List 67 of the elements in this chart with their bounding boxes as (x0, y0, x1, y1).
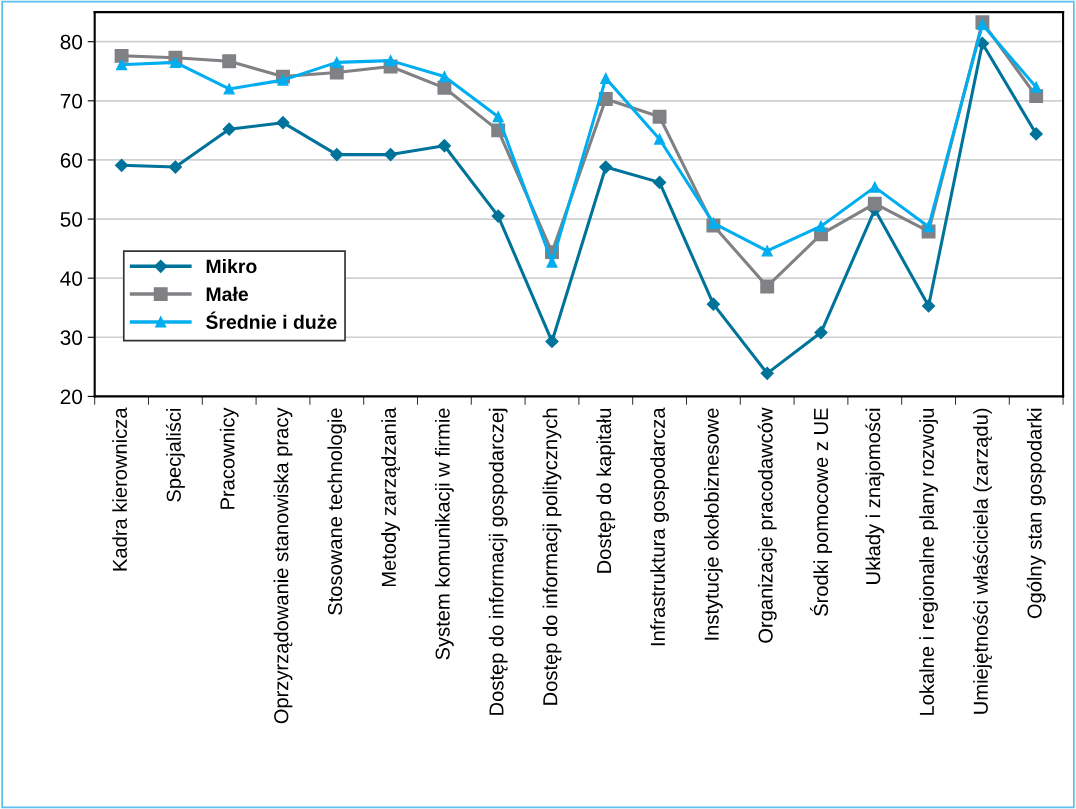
point (437, 80, 452, 95)
point (652, 109, 667, 124)
point (706, 297, 720, 311)
x-tick-label: Pracownicy (219, 407, 239, 509)
x-tick-label: Środki pomocowe z UE (809, 408, 833, 616)
legend-label: Średnie i duże (206, 311, 337, 329)
x-tick-label: Instytucje okołobiznesowe (704, 408, 723, 640)
point (760, 279, 775, 294)
point (277, 74, 289, 86)
point (867, 196, 882, 211)
x-tick-label: Oprzyrządowanie stanowiska pracy (273, 407, 293, 724)
point (491, 209, 505, 223)
point (276, 116, 290, 130)
x-tick-label: Umiejętności właściciela (zarządu) (972, 408, 992, 714)
x-tick-label: System komunikacji w firmie (435, 408, 454, 660)
point (545, 334, 559, 349)
point (492, 111, 504, 123)
x-tick-label: Układy i znajomości (865, 408, 885, 584)
point (331, 56, 343, 68)
x-tick-label: Metody zarządzania (381, 407, 400, 587)
x-tick-label: Ogólny stan gospodarki (1026, 408, 1046, 619)
y-tick-label: 20 (60, 389, 83, 405)
point (652, 175, 667, 189)
y-tick-label: 50 (60, 212, 83, 227)
point (223, 83, 235, 95)
point (654, 133, 666, 145)
x-tick-label: Dostęp do informacji gospodarczej (488, 408, 508, 715)
y-tick-label: 60 (60, 152, 83, 168)
point (600, 72, 612, 84)
point (222, 122, 236, 136)
x-tick-label: Dostęp do kapitału (596, 408, 616, 573)
point (222, 54, 237, 69)
point (923, 221, 935, 233)
point (761, 245, 773, 257)
point (115, 158, 129, 172)
point (330, 148, 344, 162)
point (437, 139, 451, 153)
y-tick-label: 80 (60, 34, 83, 50)
point (168, 160, 182, 174)
point (438, 71, 450, 83)
point (814, 325, 828, 340)
legend-label: Mikro (206, 258, 257, 274)
point (1029, 127, 1043, 141)
x-tick-label: Lokalne i regionalne plany rozwoju (919, 408, 938, 715)
x-tick-label: Stosowane technologie (327, 408, 347, 615)
x-tick-label: Organizacje pracodawców (757, 407, 777, 643)
point (385, 55, 397, 67)
point (169, 56, 181, 68)
x-tick-label: Infrastruktura gospodarcza (650, 407, 669, 646)
x-tick-label: Dostęp do informacji politycznych (542, 408, 562, 705)
point (116, 59, 128, 71)
point (599, 160, 613, 174)
point (760, 366, 774, 380)
x-tick-label: Kadra kierownicza (112, 407, 127, 571)
point (921, 299, 936, 313)
legend-label: Małe (206, 286, 249, 302)
point (383, 148, 398, 162)
x-tick-label: Specjaliści (165, 408, 185, 502)
y-tick-label: 40 (60, 271, 83, 286)
point (546, 256, 558, 268)
point (1030, 81, 1042, 93)
point (707, 217, 719, 229)
point (114, 48, 129, 63)
point (869, 181, 881, 193)
point (815, 220, 827, 232)
y-tick-label: 70 (60, 93, 83, 109)
y-tick-label: 30 (60, 330, 83, 346)
